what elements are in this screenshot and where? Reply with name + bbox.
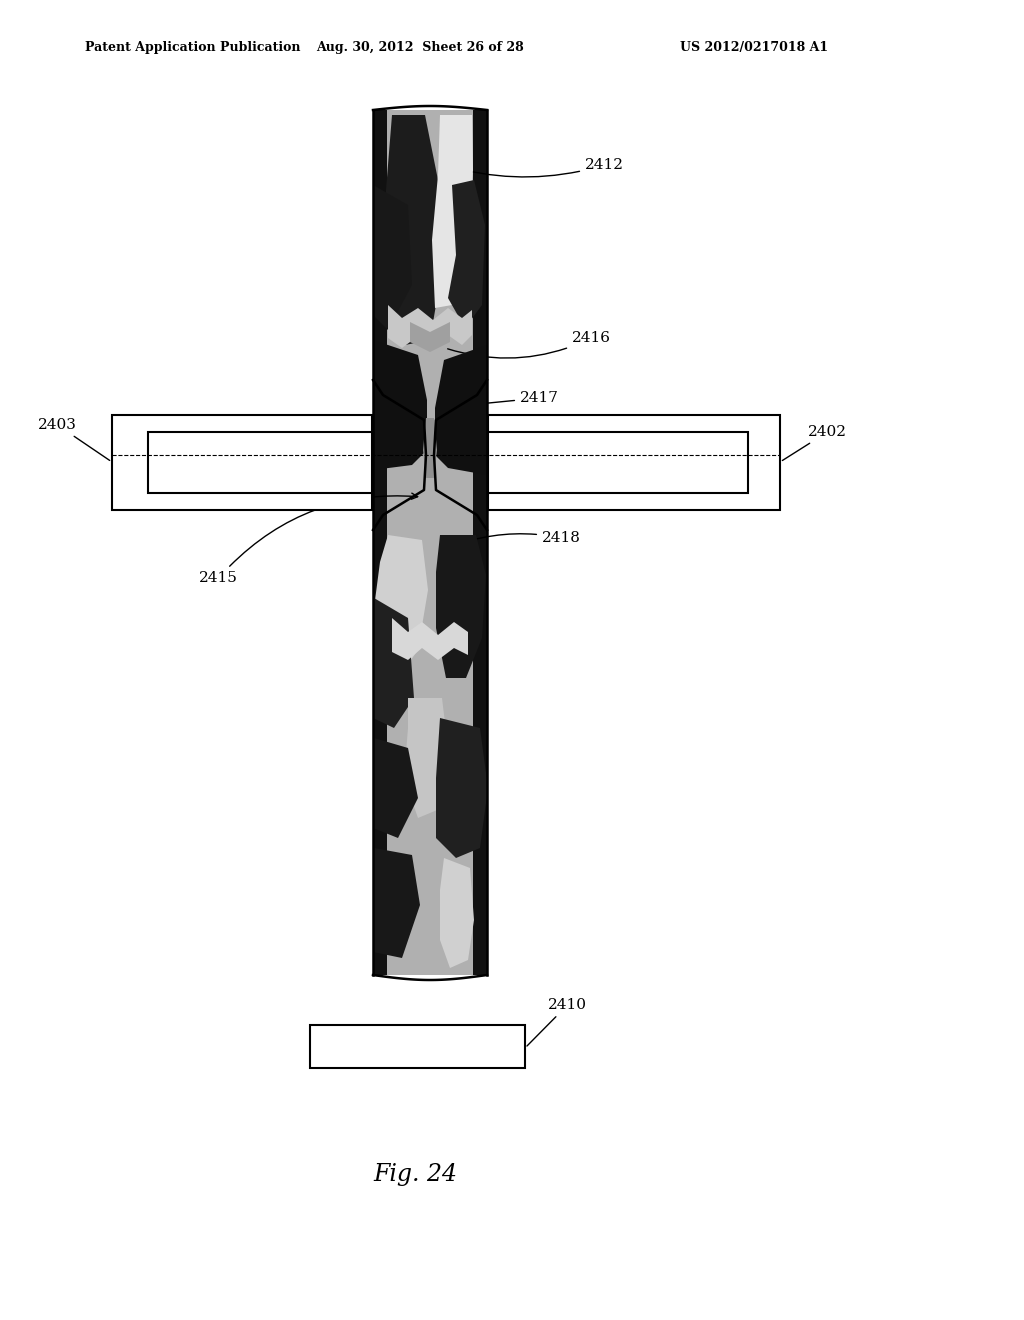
Polygon shape [436, 535, 486, 678]
Polygon shape [449, 180, 485, 327]
Polygon shape [404, 698, 449, 818]
Polygon shape [388, 305, 472, 348]
Polygon shape [392, 618, 468, 660]
Polygon shape [373, 847, 420, 958]
Bar [488, 414, 780, 510]
Bar [488, 432, 748, 492]
Bar [373, 110, 487, 975]
Bar [310, 1026, 525, 1068]
Bar [112, 414, 372, 510]
Polygon shape [436, 718, 488, 858]
Polygon shape [440, 858, 474, 968]
Polygon shape [435, 345, 487, 475]
Polygon shape [373, 185, 412, 330]
Text: Fig. 24: Fig. 24 [373, 1163, 457, 1187]
Text: 2418: 2418 [451, 531, 581, 546]
Polygon shape [374, 535, 428, 678]
Text: 2415: 2415 [199, 494, 418, 585]
Polygon shape [432, 115, 473, 308]
Polygon shape [410, 322, 450, 352]
Text: 2403: 2403 [38, 418, 110, 461]
Polygon shape [423, 418, 437, 478]
Bar [373, 110, 387, 975]
Text: 2402: 2402 [782, 425, 847, 461]
Text: 2416: 2416 [447, 331, 611, 358]
Text: Aug. 30, 2012  Sheet 26 of 28: Aug. 30, 2012 Sheet 26 of 28 [316, 41, 524, 54]
Polygon shape [373, 738, 418, 838]
Polygon shape [373, 341, 427, 470]
Text: 2412: 2412 [447, 158, 624, 177]
Polygon shape [373, 598, 414, 729]
Text: 2417: 2417 [440, 391, 559, 408]
Polygon shape [382, 115, 442, 345]
Text: Patent Application Publication: Patent Application Publication [85, 41, 300, 54]
Bar [473, 110, 487, 975]
Bar [148, 432, 372, 492]
Text: 2410: 2410 [527, 998, 587, 1045]
Text: US 2012/0217018 A1: US 2012/0217018 A1 [680, 41, 828, 54]
